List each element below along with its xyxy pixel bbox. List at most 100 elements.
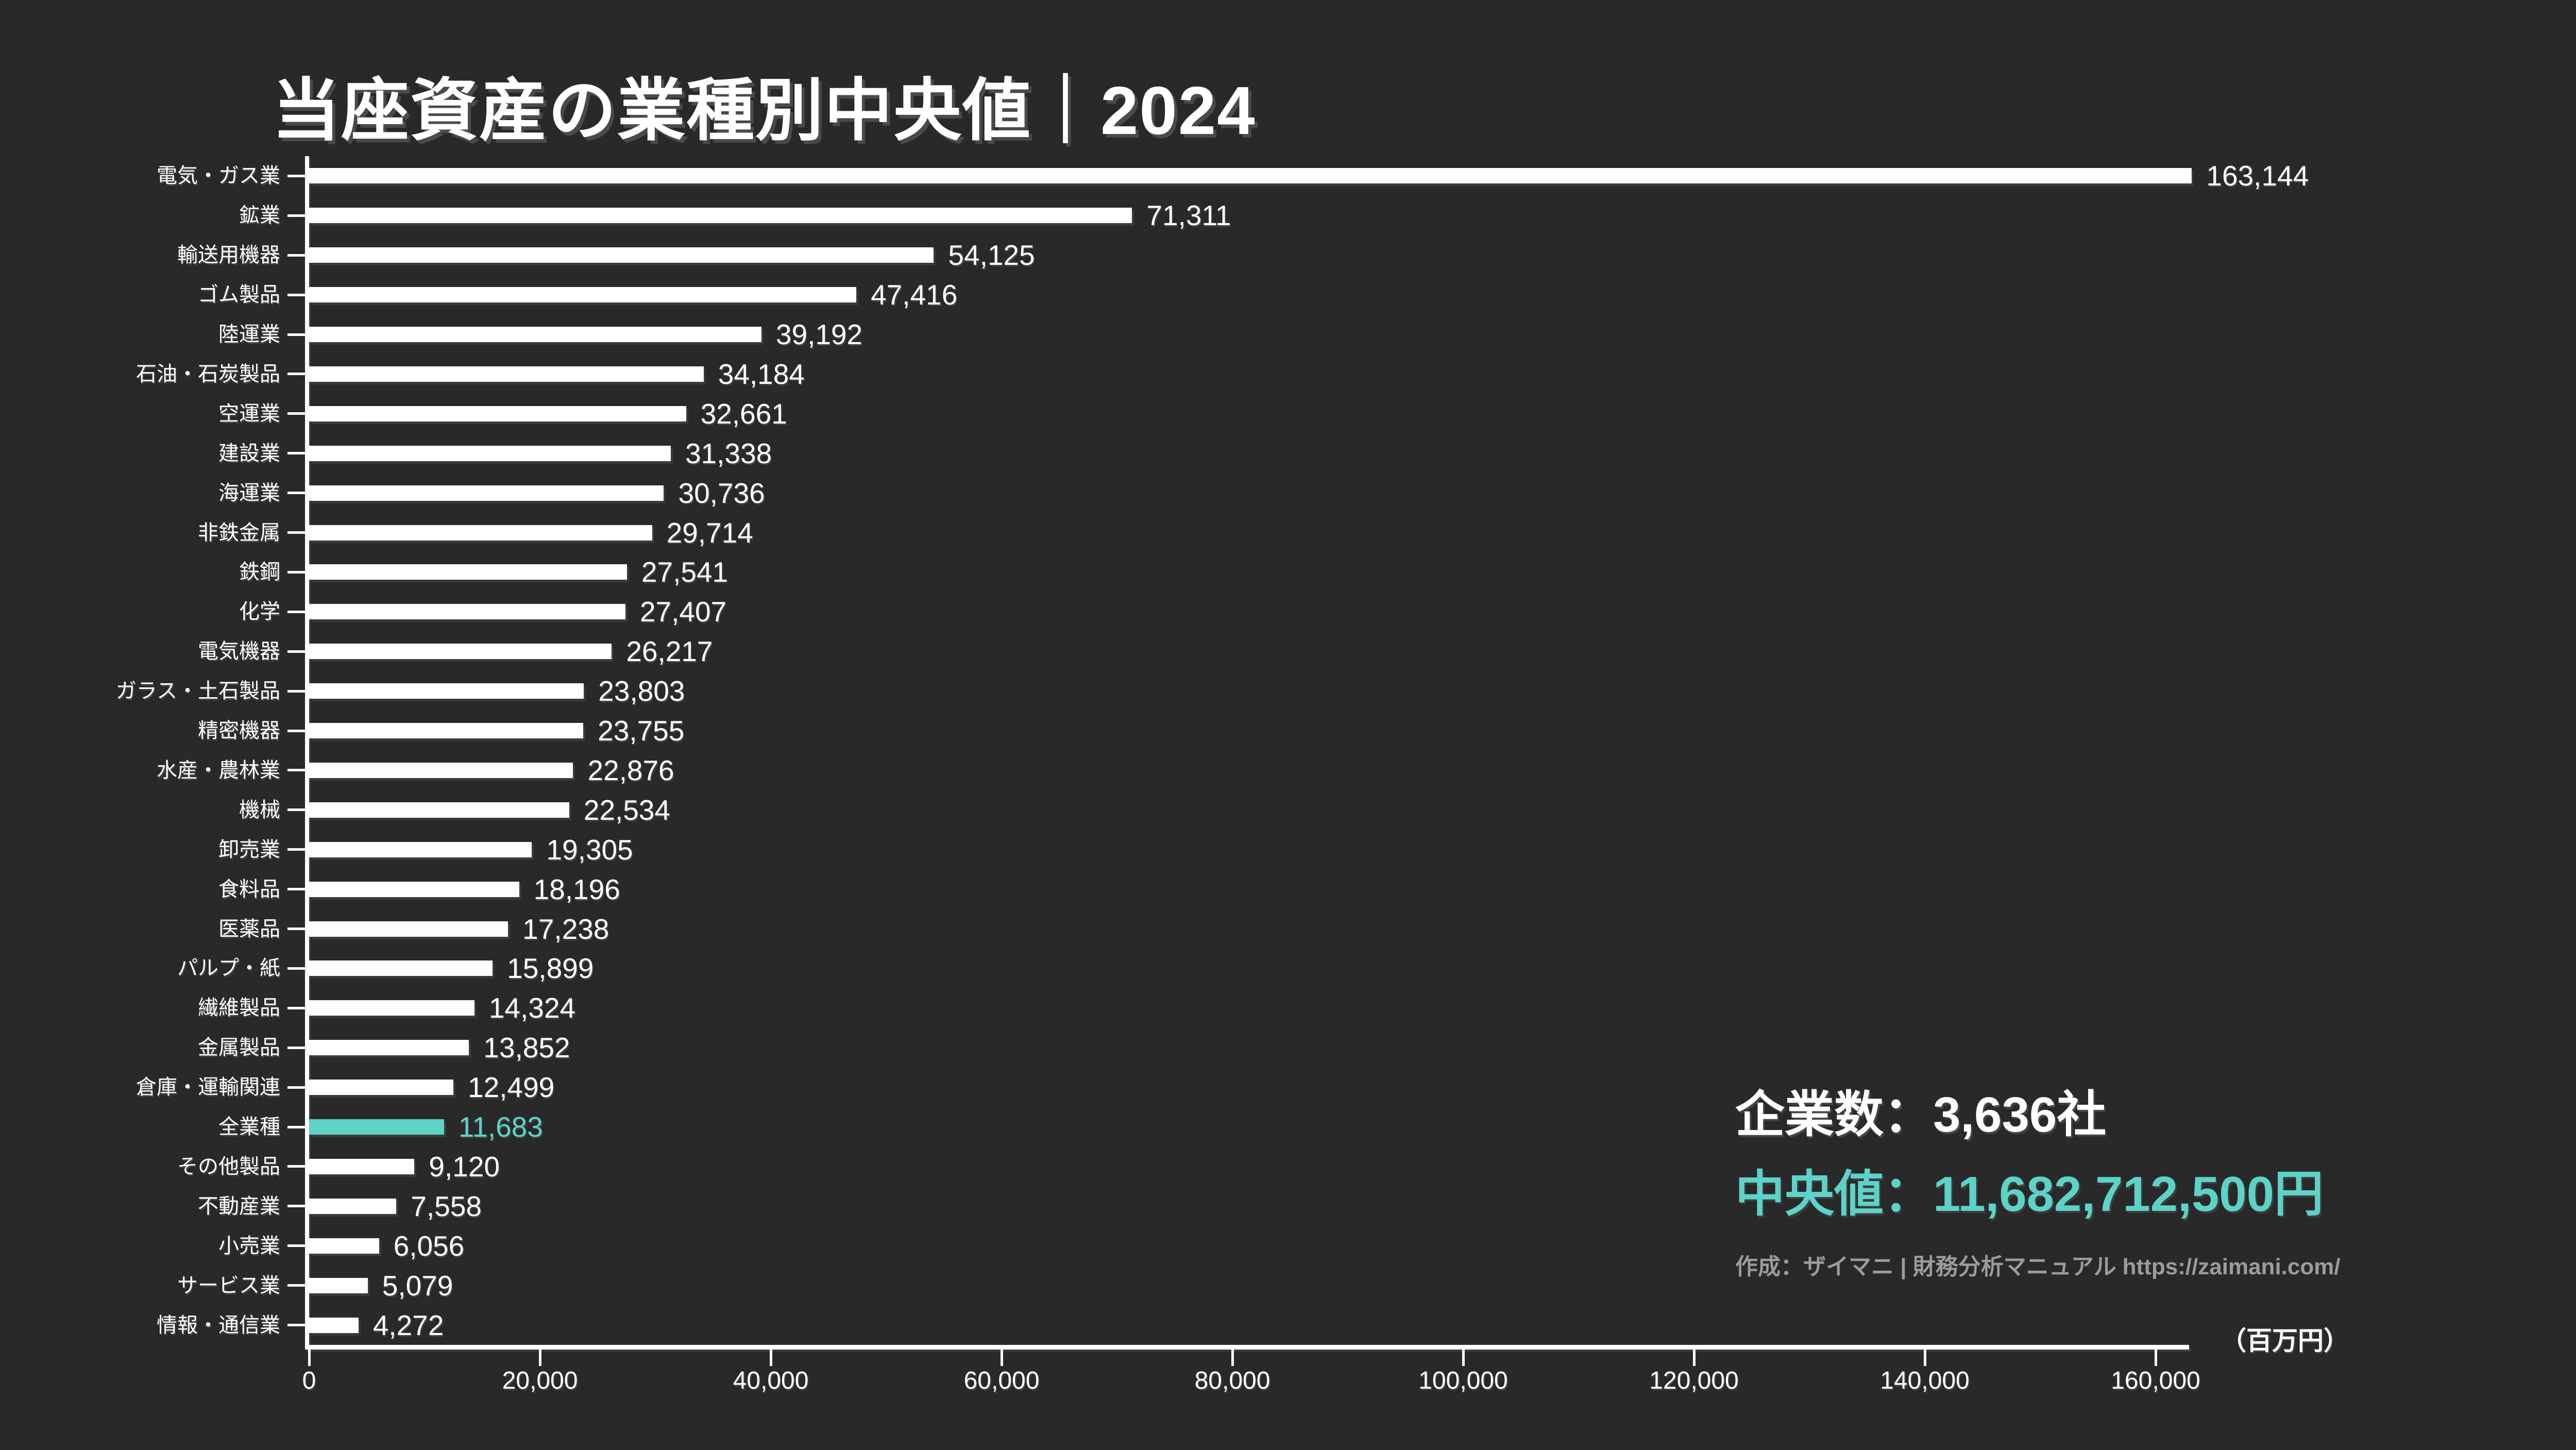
bar <box>309 1238 379 1254</box>
category-label: 陸運業 <box>218 323 280 346</box>
category-label: 空運業 <box>218 402 280 425</box>
bar <box>309 445 671 461</box>
value-label: 23,755 <box>598 715 685 747</box>
category-label: 倉庫・運輸関連 <box>136 1076 280 1099</box>
value-label: 14,324 <box>488 992 576 1024</box>
y-axis-tick <box>287 254 305 257</box>
x-axis-tick <box>2154 1350 2157 1366</box>
bar <box>309 208 1132 224</box>
value-label: 23,803 <box>598 675 685 707</box>
y-axis-tick <box>287 373 305 376</box>
value-label: 15,899 <box>507 952 594 985</box>
bar <box>309 1198 397 1214</box>
y-axis-tick <box>287 293 305 296</box>
category-label: 卸売業 <box>218 838 280 861</box>
chart-title: 当座資産の業種別中央値｜2024 <box>272 73 1256 148</box>
x-axis-tick-label: 80,000 <box>1194 1367 1270 1394</box>
category-label: 海運業 <box>218 481 280 504</box>
x-axis-tick <box>769 1350 772 1366</box>
category-label: 建設業 <box>218 442 280 465</box>
bar <box>309 1158 415 1174</box>
category-label: ゴム製品 <box>198 283 280 307</box>
x-axis-tick-label: 100,000 <box>1418 1367 1508 1394</box>
category-label: 鉱業 <box>239 204 280 227</box>
value-label: 27,407 <box>639 596 727 628</box>
category-label: 水産・農林業 <box>157 758 280 782</box>
category-label: ガラス・土石製品 <box>115 680 280 703</box>
x-axis-line <box>305 1345 2189 1350</box>
value-label: 6,056 <box>393 1229 465 1262</box>
y-axis-tick <box>287 650 305 653</box>
y-axis-line <box>305 156 309 1350</box>
y-axis-tick <box>287 1125 305 1128</box>
y-axis-tick <box>287 689 305 693</box>
value-label: 4,272 <box>372 1309 444 1341</box>
bar <box>309 762 573 778</box>
category-label: 医薬品 <box>218 917 280 940</box>
y-axis-tick <box>287 769 305 772</box>
y-axis-tick <box>287 848 305 851</box>
bar <box>309 644 612 660</box>
bar <box>309 287 857 303</box>
bar <box>309 1277 368 1293</box>
value-label: 22,876 <box>587 754 674 786</box>
x-axis-tick <box>538 1350 541 1366</box>
category-label: 不動産業 <box>198 1194 280 1218</box>
value-label: 39,192 <box>775 318 863 351</box>
y-axis-tick <box>287 570 305 574</box>
bar <box>309 881 519 897</box>
category-label: 全業種 <box>218 1116 280 1139</box>
x-axis-tick-label: 60,000 <box>963 1367 1040 1394</box>
y-axis-tick <box>287 214 305 217</box>
value-label: 34,184 <box>718 358 805 390</box>
category-label: 機械 <box>239 798 280 821</box>
value-label: 71,311 <box>1146 199 1231 232</box>
bar <box>309 525 652 541</box>
value-label: 11,683 <box>458 1111 543 1143</box>
value-label: 19,305 <box>546 833 633 866</box>
x-axis-tick <box>1000 1350 1003 1366</box>
x-axis-tick <box>1231 1350 1234 1366</box>
x-axis-tick <box>1692 1350 1696 1366</box>
value-label: 7,558 <box>411 1190 482 1222</box>
bar <box>309 406 686 421</box>
bar <box>309 485 664 501</box>
x-axis-tick <box>1923 1350 1926 1366</box>
x-axis-unit-label: （百万円） <box>2221 1326 2349 1355</box>
y-axis-tick <box>287 452 305 455</box>
category-label: 精密機器 <box>198 719 280 743</box>
category-label: 電気・ガス業 <box>157 164 280 188</box>
value-label: 32,661 <box>700 397 787 430</box>
bar <box>309 564 627 580</box>
y-axis-tick <box>287 1046 305 1049</box>
value-label: 17,238 <box>522 913 609 945</box>
category-label: 金属製品 <box>198 1036 280 1059</box>
category-label: 情報・通信業 <box>157 1313 280 1337</box>
y-axis-tick <box>287 1165 305 1168</box>
y-axis-tick <box>287 174 305 177</box>
y-axis-tick <box>287 333 305 336</box>
y-axis-tick <box>287 610 305 613</box>
bar <box>309 247 934 263</box>
bar <box>309 1080 453 1095</box>
value-label: 54,125 <box>948 239 1035 272</box>
category-label: 非鉄金属 <box>198 521 280 544</box>
x-axis-tick-label: 40,000 <box>733 1367 809 1394</box>
category-label: 小売業 <box>218 1234 280 1257</box>
x-axis-tick-label: 20,000 <box>502 1367 578 1394</box>
value-label: 26,217 <box>626 635 713 668</box>
value-label: 9,120 <box>429 1150 500 1183</box>
x-axis-tick-label: 160,000 <box>2111 1367 2200 1394</box>
y-axis-tick <box>287 967 305 970</box>
value-label: 31,338 <box>685 437 772 469</box>
bar <box>309 960 493 976</box>
y-axis-tick <box>287 412 305 415</box>
value-label: 163,144 <box>2206 160 2309 192</box>
category-label: 化学 <box>239 600 280 623</box>
bar <box>309 921 509 937</box>
y-axis-tick <box>287 928 305 931</box>
y-axis-tick <box>287 729 305 732</box>
value-label: 22,534 <box>583 794 670 826</box>
x-axis-tick-label: 0 <box>302 1367 316 1394</box>
category-label: サービス業 <box>177 1274 280 1297</box>
